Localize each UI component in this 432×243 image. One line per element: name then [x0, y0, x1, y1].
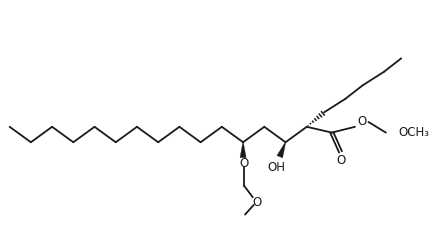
Polygon shape: [240, 142, 246, 158]
Text: OCH₃: OCH₃: [398, 126, 429, 139]
Polygon shape: [277, 142, 286, 158]
Text: OH: OH: [268, 161, 286, 174]
Text: O: O: [357, 115, 366, 129]
Text: O: O: [252, 196, 261, 208]
Text: O: O: [336, 154, 345, 167]
Text: O: O: [239, 157, 249, 170]
